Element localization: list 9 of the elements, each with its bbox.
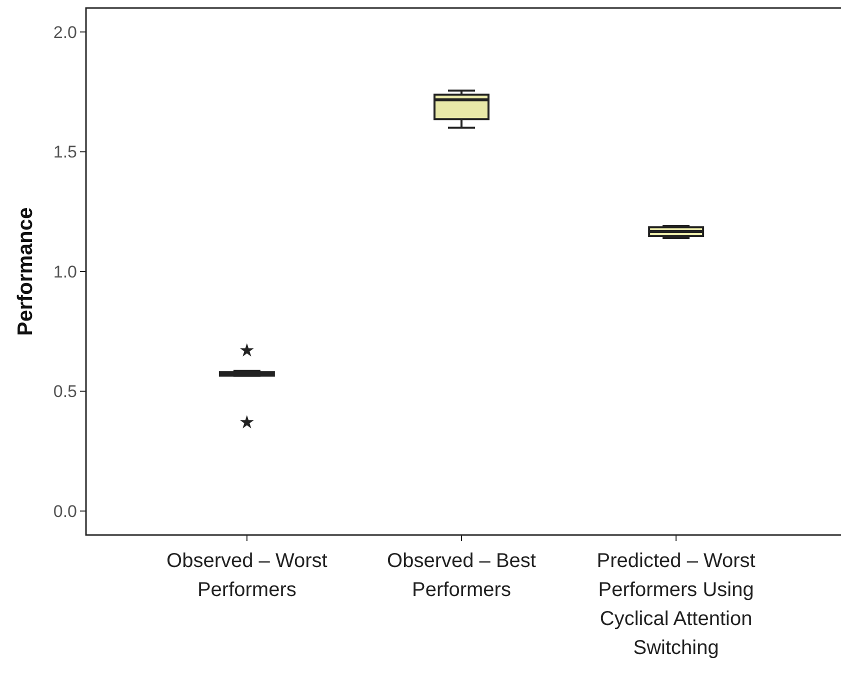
y-tick-label: 1.5 bbox=[53, 142, 77, 162]
y-tick-label: 0.5 bbox=[53, 382, 77, 402]
y-axis-title: Performance bbox=[14, 207, 37, 336]
y-tick-label: 0.0 bbox=[53, 502, 77, 521]
y-tick-label: 2.0 bbox=[53, 22, 77, 42]
x-tick-label: Predicted – Worst Performers Using Cyclical Attention Switching bbox=[596, 550, 756, 659]
y-tick-label: 1.0 bbox=[53, 262, 77, 282]
x-tick-label: Observed – Best Performers bbox=[387, 550, 536, 601]
x-tick-label: Observed – Worst Performers bbox=[166, 550, 328, 601]
